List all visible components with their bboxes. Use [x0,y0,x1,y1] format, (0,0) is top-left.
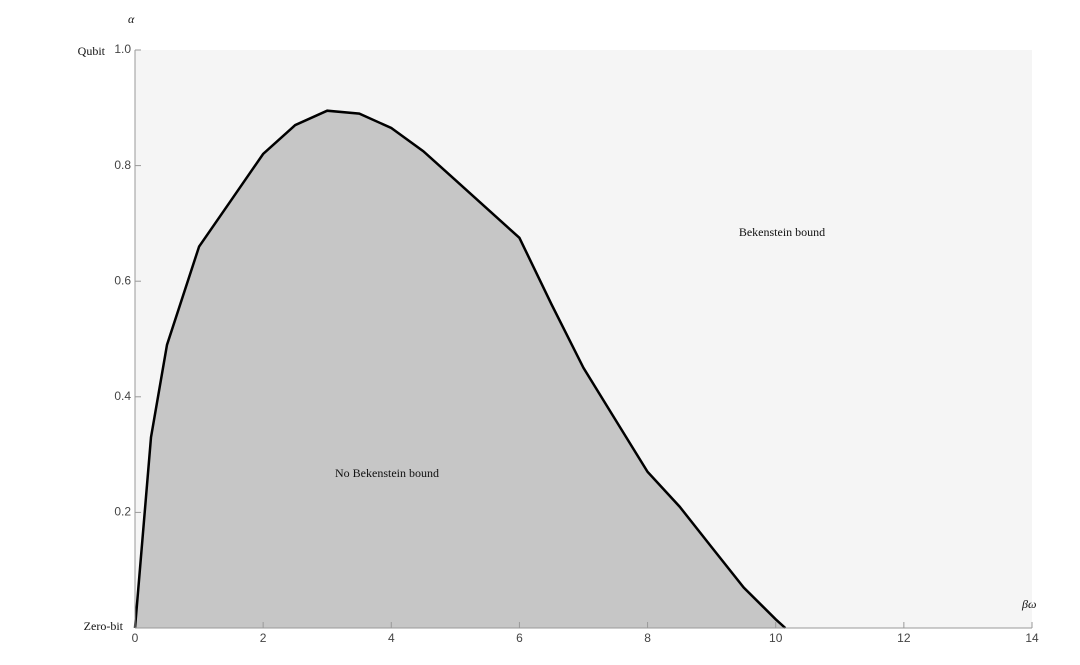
y-tick-label: 0.2 [114,505,131,519]
x-axis-label: βω [1021,597,1036,611]
x-tick-label: 10 [769,631,783,645]
x-tick-label: 6 [516,631,523,645]
y-tick-label: 0.4 [114,389,131,403]
x-tick-label: 12 [897,631,911,645]
boundary-line [133,109,787,629]
y-bottom-label: Zero-bit [84,619,124,633]
x-tick-label: 0 [132,631,139,645]
x-tick-label: 4 [388,631,395,645]
region-label: No Bekenstein bound [335,466,439,480]
area-fill [135,110,786,628]
y-tick-label: 0.8 [114,158,131,172]
x-tick-label: 14 [1025,631,1039,645]
y-tick-label: 1.0 [114,42,131,56]
x-tick-label: 8 [644,631,651,645]
y-axis-label: α [128,12,135,26]
region-label: Bekenstein bound [739,225,825,239]
y-tick-label: 0.6 [114,273,131,287]
x-tick-label: 2 [260,631,267,645]
y-top-label: Qubit [78,44,106,58]
